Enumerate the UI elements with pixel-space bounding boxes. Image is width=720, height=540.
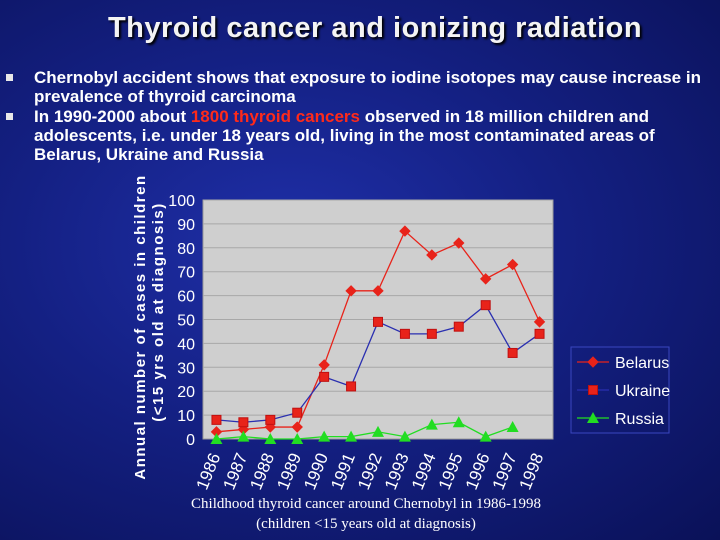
y-tick-label: 90 — [177, 217, 195, 234]
bullet-text: Chernobyl accident shows that exposure t… — [34, 68, 701, 106]
data-point-ukraine — [319, 371, 330, 382]
data-point-belarus — [426, 249, 438, 261]
legend-label-russia: Russia — [615, 411, 664, 428]
data-point-ukraine — [534, 328, 545, 339]
x-tick-label: 1998 — [516, 450, 548, 492]
data-point-russia — [479, 430, 492, 442]
y-tick-label: 60 — [177, 289, 195, 306]
data-point-belarus — [506, 258, 519, 271]
bullet-list: Chernobyl accident shows that exposure t… — [6, 68, 712, 165]
y-axis-label-line-1: Annual number of cases in children — [132, 174, 149, 479]
data-point-belarus — [453, 237, 465, 249]
data-point-russia — [264, 433, 277, 444]
y-axis-label-line-2: (<15 yrs old at diagnosis) — [150, 202, 167, 421]
data-point-russia — [237, 430, 250, 442]
data-point-ukraine — [480, 300, 491, 311]
data-point-russia — [506, 421, 519, 433]
data-point-ukraine — [453, 321, 464, 332]
bullet-text-post: observed in 18 million children and adol… — [34, 107, 655, 164]
data-point-belarus — [318, 359, 330, 371]
data-point-russia — [345, 430, 358, 442]
data-point-belarus — [533, 316, 546, 328]
y-tick-label: 70 — [177, 265, 195, 282]
caption-line-1: Childhood thyroid cancer around Chernoby… — [191, 496, 541, 512]
data-point-russia — [210, 433, 223, 444]
y-tick-label: 40 — [177, 336, 195, 353]
data-point-russia — [452, 416, 465, 428]
bullet-square-icon — [6, 113, 13, 120]
data-point-russia — [398, 430, 411, 442]
data-point-russia — [291, 433, 304, 444]
y-tick-label: 10 — [177, 408, 195, 425]
y-tick-label: 100 — [168, 193, 195, 210]
data-point-belarus — [291, 421, 303, 433]
legend-box — [570, 346, 670, 434]
data-point-ukraine — [346, 381, 357, 392]
data-point-ukraine — [399, 328, 410, 339]
slide-title: Thyroid cancer and ionizing radiation — [107, 12, 643, 44]
data-point-ukraine — [507, 347, 518, 358]
data-point-ukraine — [426, 328, 437, 339]
data-point-ukraine — [292, 407, 303, 418]
legend-marker-ukraine — [588, 385, 598, 395]
caption-line-2: (children <15 years old at diagnosis) — [256, 516, 476, 532]
data-point-ukraine — [211, 414, 222, 425]
y-tick-label: 50 — [177, 313, 195, 330]
data-point-belarus — [399, 225, 411, 237]
data-point-belarus — [479, 273, 492, 285]
bullet-highlight: 1800 thyroid cancers — [190, 107, 360, 126]
legend-marker-belarus — [587, 356, 599, 368]
data-point-belarus — [372, 285, 384, 297]
data-point-ukraine — [265, 414, 276, 425]
y-tick-label: 20 — [177, 384, 195, 401]
bullet-text-pre: In 1990-2000 about — [34, 107, 191, 126]
legend-label-ukraine: Ukraine — [615, 383, 670, 400]
bullet-square-icon — [6, 74, 13, 81]
data-point-russia — [372, 425, 384, 437]
data-point-ukraine — [373, 316, 383, 327]
bullet-item-1: Chernobyl accident shows that exposure t… — [6, 68, 712, 106]
data-point-belarus — [345, 285, 357, 297]
y-tick-label: 80 — [177, 241, 195, 258]
chart-caption: Childhood thyroid cancer around Chernoby… — [150, 494, 582, 534]
data-point-russia — [318, 430, 331, 442]
data-point-russia — [425, 418, 438, 430]
y-tick-label: 0 — [186, 432, 195, 449]
legend-marker-russia — [587, 412, 599, 423]
y-tick-label: 30 — [177, 360, 195, 377]
legend-label-belarus: Belarus — [615, 355, 669, 372]
bullet-item-2: In 1990-2000 about 1800 thyroid cancers … — [6, 107, 712, 164]
data-point-ukraine — [238, 417, 249, 428]
